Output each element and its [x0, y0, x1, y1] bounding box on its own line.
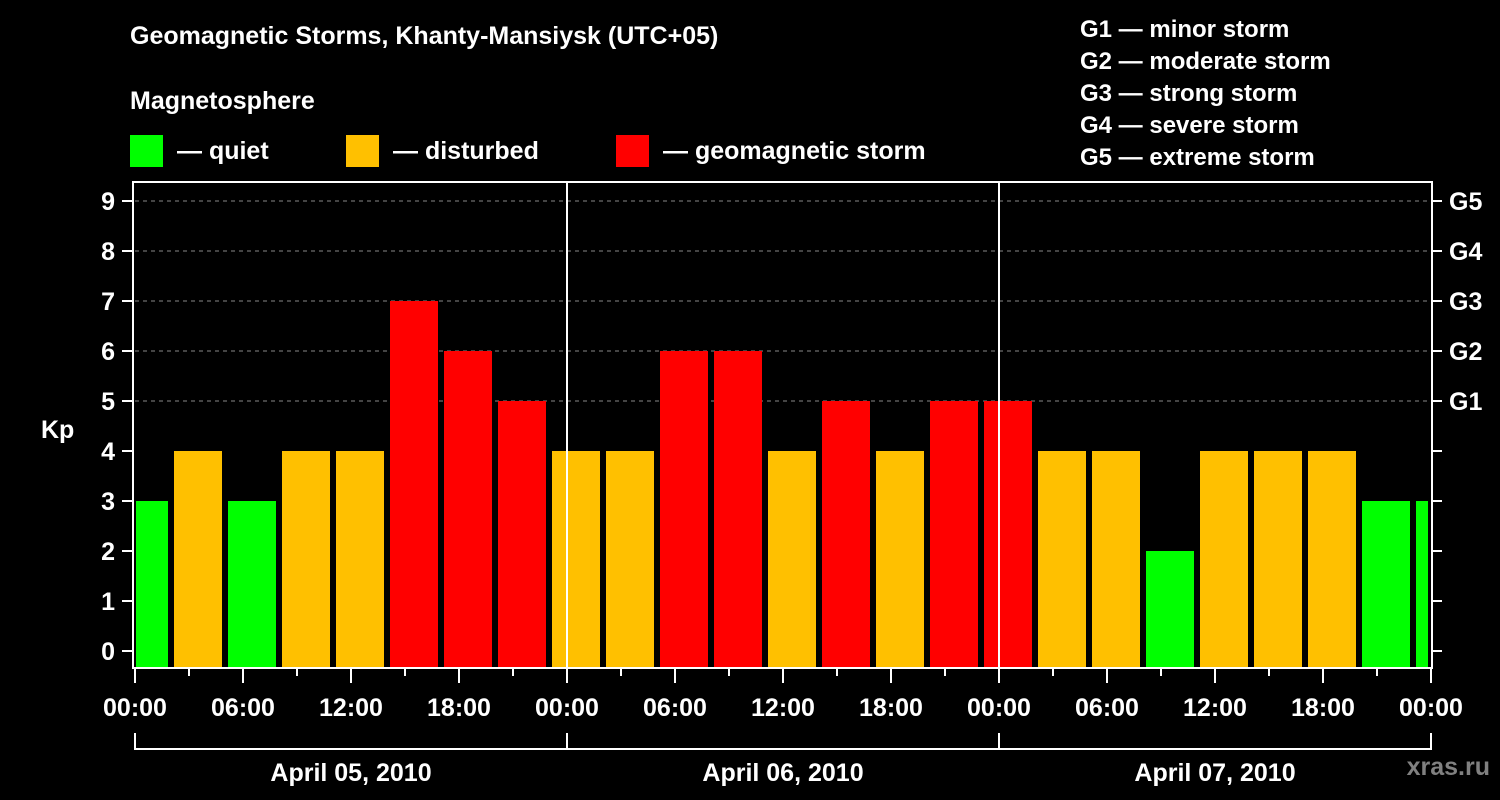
storm-scale-g4: G4 — severe storm [1080, 112, 1299, 139]
y-tick-label: 9 [101, 188, 115, 216]
date-label: April 07, 2010 [1134, 759, 1295, 787]
legend-swatch-quiet [130, 135, 163, 167]
x-tick-label: 18:00 [427, 694, 491, 722]
storm-scale-legend: G1 — minor storm G2 — moderate storm G3 … [1080, 14, 1331, 174]
bar-disturbed [1200, 451, 1248, 668]
bar-quiet [1146, 551, 1194, 668]
x-tick-label: 12:00 [751, 694, 815, 722]
y-tick-label: 2 [101, 538, 115, 566]
bar-storm [984, 401, 1032, 668]
x-tick-label: 00:00 [103, 694, 167, 722]
x-tick-label: 12:00 [1183, 694, 1247, 722]
x-tick-label: 18:00 [1291, 694, 1355, 722]
bar-disturbed [174, 451, 222, 668]
legend-item-disturbed: — disturbed [346, 135, 539, 167]
y-tick-label: 8 [101, 238, 115, 266]
bar-quiet [228, 501, 276, 668]
x-tick-label: 06:00 [643, 694, 707, 722]
bar-disturbed [606, 451, 654, 668]
x-tick-label: 00:00 [535, 694, 599, 722]
legend-item-storm: — geomagnetic storm [616, 135, 926, 167]
bar-disturbed [336, 451, 384, 668]
y-tick-label: 0 [101, 638, 115, 666]
y-tick-label: 5 [101, 388, 115, 416]
bars [136, 301, 1428, 668]
bar-quiet [1362, 501, 1410, 668]
x-tick-label: 00:00 [1399, 694, 1463, 722]
bar-disturbed [282, 451, 330, 668]
date-label: April 06, 2010 [702, 759, 863, 787]
legend-item-quiet: — quiet [130, 135, 269, 167]
legend-label-disturbed: — disturbed [393, 137, 539, 165]
y-tick-label: 7 [101, 288, 115, 316]
x-tick-label: 12:00 [319, 694, 383, 722]
x-tick-label: 06:00 [211, 694, 275, 722]
bar-disturbed [1254, 451, 1302, 668]
bar-storm [930, 401, 978, 668]
storm-scale-g3: G3 — strong storm [1080, 80, 1298, 107]
bar-storm [390, 301, 438, 668]
storm-scale-g5: G5 — extreme storm [1080, 144, 1315, 171]
y-tick-label: 6 [101, 338, 115, 366]
bar-storm [822, 401, 870, 668]
g-scale-label: G4 [1449, 238, 1482, 266]
g-scale-label: G2 [1449, 338, 1482, 366]
bar-storm [444, 351, 492, 668]
bar-quiet [1416, 501, 1428, 668]
y-tick-label: 1 [101, 588, 115, 616]
bar-disturbed [1038, 451, 1086, 668]
bar-disturbed [876, 451, 924, 668]
watermark: xras.ru [1406, 753, 1490, 781]
legend-swatch-storm [616, 135, 649, 167]
legend-swatch-disturbed [346, 135, 379, 167]
bar-storm [714, 351, 762, 668]
chart-subtitle: Magnetosphere [130, 87, 315, 115]
x-tick-label: 06:00 [1075, 694, 1139, 722]
bar-storm [660, 351, 708, 668]
bar-disturbed [768, 451, 816, 668]
axes: 0 1 2 3 4 5 6 7 8 9 G1 G2 G3 G4 G5 Kp 00:00 06:00 12:00 18:… [41, 188, 1482, 787]
y-tick-label: 4 [101, 438, 115, 466]
bar-disturbed [1308, 451, 1356, 668]
date-label: April 05, 2010 [270, 759, 431, 787]
x-tick-label: 18:00 [859, 694, 923, 722]
bar-disturbed [1092, 451, 1140, 668]
bar-quiet [136, 501, 168, 668]
g-scale-label: G5 [1449, 188, 1482, 216]
grid-lines [135, 200, 1431, 402]
x-tick-label: 00:00 [967, 694, 1031, 722]
y-axis-label: Kp [41, 416, 74, 444]
legend-label-storm: — geomagnetic storm [663, 137, 926, 165]
bar-storm [498, 401, 546, 668]
bar-disturbed [552, 451, 600, 668]
chart-title: Geomagnetic Storms, Khanty-Mansiysk (UTC… [130, 22, 719, 50]
y-tick-label: 3 [101, 488, 115, 516]
legend-label-quiet: — quiet [177, 137, 269, 165]
g-scale-label: G1 [1449, 388, 1482, 416]
storm-scale-g2: G2 — moderate storm [1080, 48, 1331, 75]
g-scale-label: G3 [1449, 288, 1482, 316]
storm-scale-g1: G1 — minor storm [1080, 16, 1290, 43]
